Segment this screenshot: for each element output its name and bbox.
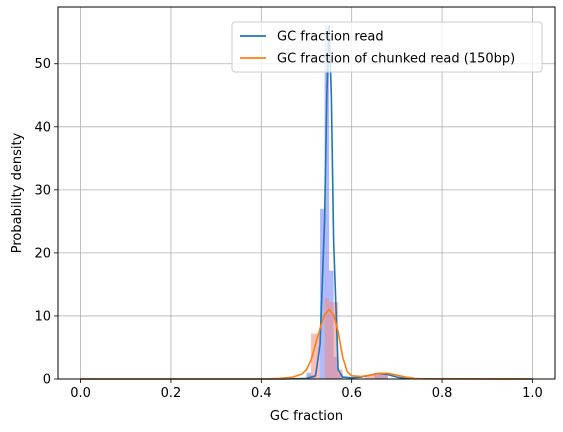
histogram-bar-chunked bbox=[369, 374, 375, 379]
axis-ticks: 0.0 0.2 0.4 0.6 0.8 1.0 0 10 20 30 40 50 bbox=[34, 57, 542, 401]
x-tick-label: 1.0 bbox=[522, 386, 543, 401]
x-tick-label: 0.0 bbox=[70, 386, 91, 401]
legend-box bbox=[231, 21, 543, 73]
histogram-bar-chunked bbox=[311, 333, 316, 379]
histogram-bar-chunked bbox=[383, 374, 388, 379]
x-axis-label: GC fraction bbox=[270, 409, 343, 424]
series-line-chunked bbox=[80, 308, 533, 380]
y-axis-label: Probability density bbox=[10, 132, 25, 253]
x-tick-label: 0.2 bbox=[161, 386, 182, 401]
y-tick-label: 10 bbox=[34, 309, 51, 324]
histogram-bar-chunked bbox=[329, 302, 334, 379]
histogram-bar-chunked bbox=[333, 302, 339, 379]
series-line-read bbox=[80, 25, 533, 380]
legend-label: GC fraction read bbox=[277, 30, 384, 45]
legend: GC fraction read GC fraction of chunked r… bbox=[231, 21, 543, 73]
histogram-bar-chunked bbox=[374, 373, 379, 379]
histogram-bar-chunked bbox=[378, 373, 384, 379]
y-tick-label: 20 bbox=[34, 246, 51, 261]
y-tick-label: 0 bbox=[43, 373, 51, 388]
x-tick-label: 0.6 bbox=[341, 386, 362, 401]
y-tick-label: 50 bbox=[34, 57, 51, 72]
y-tick-label: 40 bbox=[34, 120, 51, 135]
density-lines bbox=[80, 25, 533, 380]
x-tick-label: 0.8 bbox=[432, 386, 453, 401]
histogram-bar-chunked bbox=[365, 375, 370, 379]
legend-label: GC fraction of chunked read (150bp) bbox=[277, 52, 515, 67]
plot-frame bbox=[57, 6, 556, 380]
histogram-bar-read bbox=[324, 25, 330, 380]
y-tick-label: 30 bbox=[34, 183, 51, 198]
histogram-bar-chunked bbox=[324, 298, 330, 379]
x-tick-label: 0.4 bbox=[251, 386, 272, 401]
